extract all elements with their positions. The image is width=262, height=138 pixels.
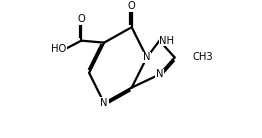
Text: HO: HO [51,44,66,54]
Text: O: O [78,14,85,24]
Text: NH: NH [160,36,174,46]
Text: CH3: CH3 [193,52,213,62]
Text: N: N [143,52,151,62]
Text: N: N [100,98,108,108]
Text: N: N [156,69,163,79]
Text: O: O [128,1,135,11]
